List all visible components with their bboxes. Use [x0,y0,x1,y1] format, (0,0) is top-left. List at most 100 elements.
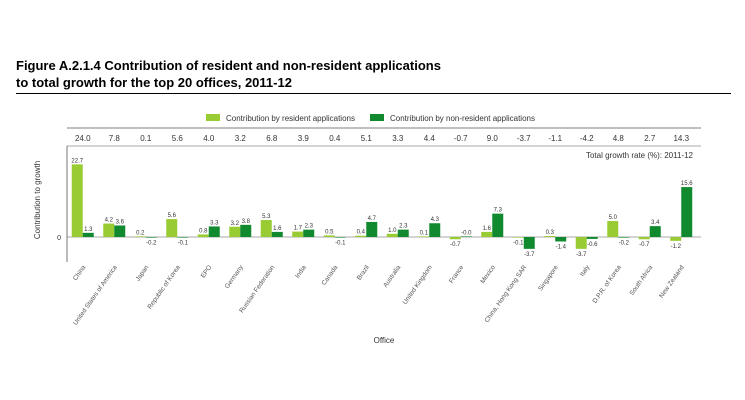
x-tick-label: France [448,264,466,285]
bar-resident [323,235,335,237]
bar-non-resident [586,237,598,239]
legend-label-resident: Contribution by resident applications [226,114,355,123]
x-tick-label: New Zealand [658,264,686,300]
bar-non-resident [681,187,693,237]
x-tick-label: Singapore [537,264,560,293]
bar-resident [292,231,304,237]
bar-non-resident [177,237,189,238]
bar-non-resident [240,224,252,237]
data-label-resident: 4.2 [105,218,114,224]
data-label-resident: 0.2 [136,230,145,236]
total-growth-value: 4.0 [203,134,215,143]
x-tick-label: South Africa [629,264,655,297]
bars [71,164,693,249]
total-growth-value: 5.1 [361,134,373,143]
bar-resident [166,219,178,237]
value-labels: 22.71.34.2 3.60.2-0.25.6-0.10.83.3 3.2 3.85… [71,158,693,257]
data-label-resident: -0.7 [450,242,461,248]
total-growth-value: 6.8 [266,134,278,143]
total-growth-value: 4.4 [424,134,436,143]
y-axis-title: Contribution to growth [33,161,42,239]
x-tick-label: Germany [224,264,245,291]
bar-non-resident [649,226,661,237]
bar-resident [134,236,146,237]
data-label-non-resident: 3.4 [651,220,660,226]
x-tick-label: Brazil [356,264,371,282]
data-label-non-resident: 2.3 [305,224,314,230]
total-growth-value: 0.1 [140,134,152,143]
data-label-resident: 5.0 [609,215,618,221]
data-label-resident: 0.4 [357,230,366,236]
data-label-resident: -0.7 [639,242,650,248]
bar-resident [670,237,682,241]
data-label-resident: 5.3 [262,214,271,220]
bar-non-resident [523,237,535,249]
data-label-resident: 3.2 [231,221,240,227]
figure-title-line-1: Figure A.2.1.4 Contribution of resident … [16,58,441,73]
data-label-resident: -0.1 [513,241,524,247]
bar-resident [449,237,461,240]
bar-non-resident [492,213,504,237]
total-growth-value: -4.2 [580,134,594,143]
title-rule [16,93,731,94]
bar-non-resident [618,237,630,238]
data-label-non-resident: 1.6 [273,226,282,232]
total-growth-value: 3.9 [298,134,310,143]
data-label-resident: 0.3 [546,230,555,236]
bar-resident [355,235,367,237]
bar-non-resident [334,237,346,238]
bar-resident [607,221,619,237]
data-label-non-resident: 15.6 [681,181,693,187]
data-label-non-resident: 3.6 [116,219,125,225]
data-label-non-resident: -3.7 [524,252,535,258]
x-axis-title: Office [374,336,395,345]
bar-resident [481,231,493,237]
x-tick-label: Russian Federation [238,264,276,315]
x-tick-label: Canada [321,264,340,287]
x-tick-label: EPO [200,264,214,279]
data-label-resident: 0.5 [325,229,334,235]
total-growth-value: 2.7 [644,134,656,143]
bar-non-resident [366,221,378,237]
data-label-non-resident: 2.3 [399,224,408,230]
bar-non-resident [303,229,315,237]
data-label-non-resident: -0.1 [335,241,346,247]
data-label-resident: 0.8 [199,228,208,234]
total-growth-value: 9.0 [487,134,499,143]
total-growth-label: Total growth rate (%): 2011-12 [586,151,694,160]
legend-swatch-resident [206,114,220,121]
data-label-resident: 1.6 [483,226,492,232]
legend-label-non-resident: Contribution by non-resident application… [390,114,535,123]
total-growth-value: 24.0 [75,134,91,143]
x-tick-label: United Kingdom [402,264,434,306]
bar-resident [260,220,272,237]
bar-resident [229,226,241,237]
figure-title-line-2: to total growth for the top 20 offices, … [16,75,292,90]
bar-resident [197,234,209,237]
bar-non-resident [460,236,472,237]
bar-non-resident [397,229,409,237]
data-label-non-resident: -0.0 [461,230,472,236]
x-tick-label: Japan [134,264,150,283]
x-tick-label: Mexico [479,264,497,285]
bar-non-resident [82,232,94,237]
x-tick-label: D.P.R. of Korea [592,264,624,305]
bar-resident [71,164,83,237]
bar-non-resident [114,225,126,237]
total-growth-value: 4.8 [613,134,625,143]
data-label-non-resident: 4.3 [431,217,440,223]
bar-non-resident [555,237,567,242]
bar-resident [386,233,398,237]
data-label-resident: 22.7 [71,158,83,164]
data-label-non-resident: 3.8 [242,219,251,225]
x-tick-label: Australia [382,264,402,289]
data-label-non-resident: -0.2 [146,241,157,247]
bar-resident [418,236,430,237]
x-tick-label: China [72,264,88,282]
data-label-non-resident: -0.1 [178,241,189,247]
x-tick-label: Republic of Korea [147,264,183,311]
legend: Contribution by resident applications Co… [206,114,535,123]
